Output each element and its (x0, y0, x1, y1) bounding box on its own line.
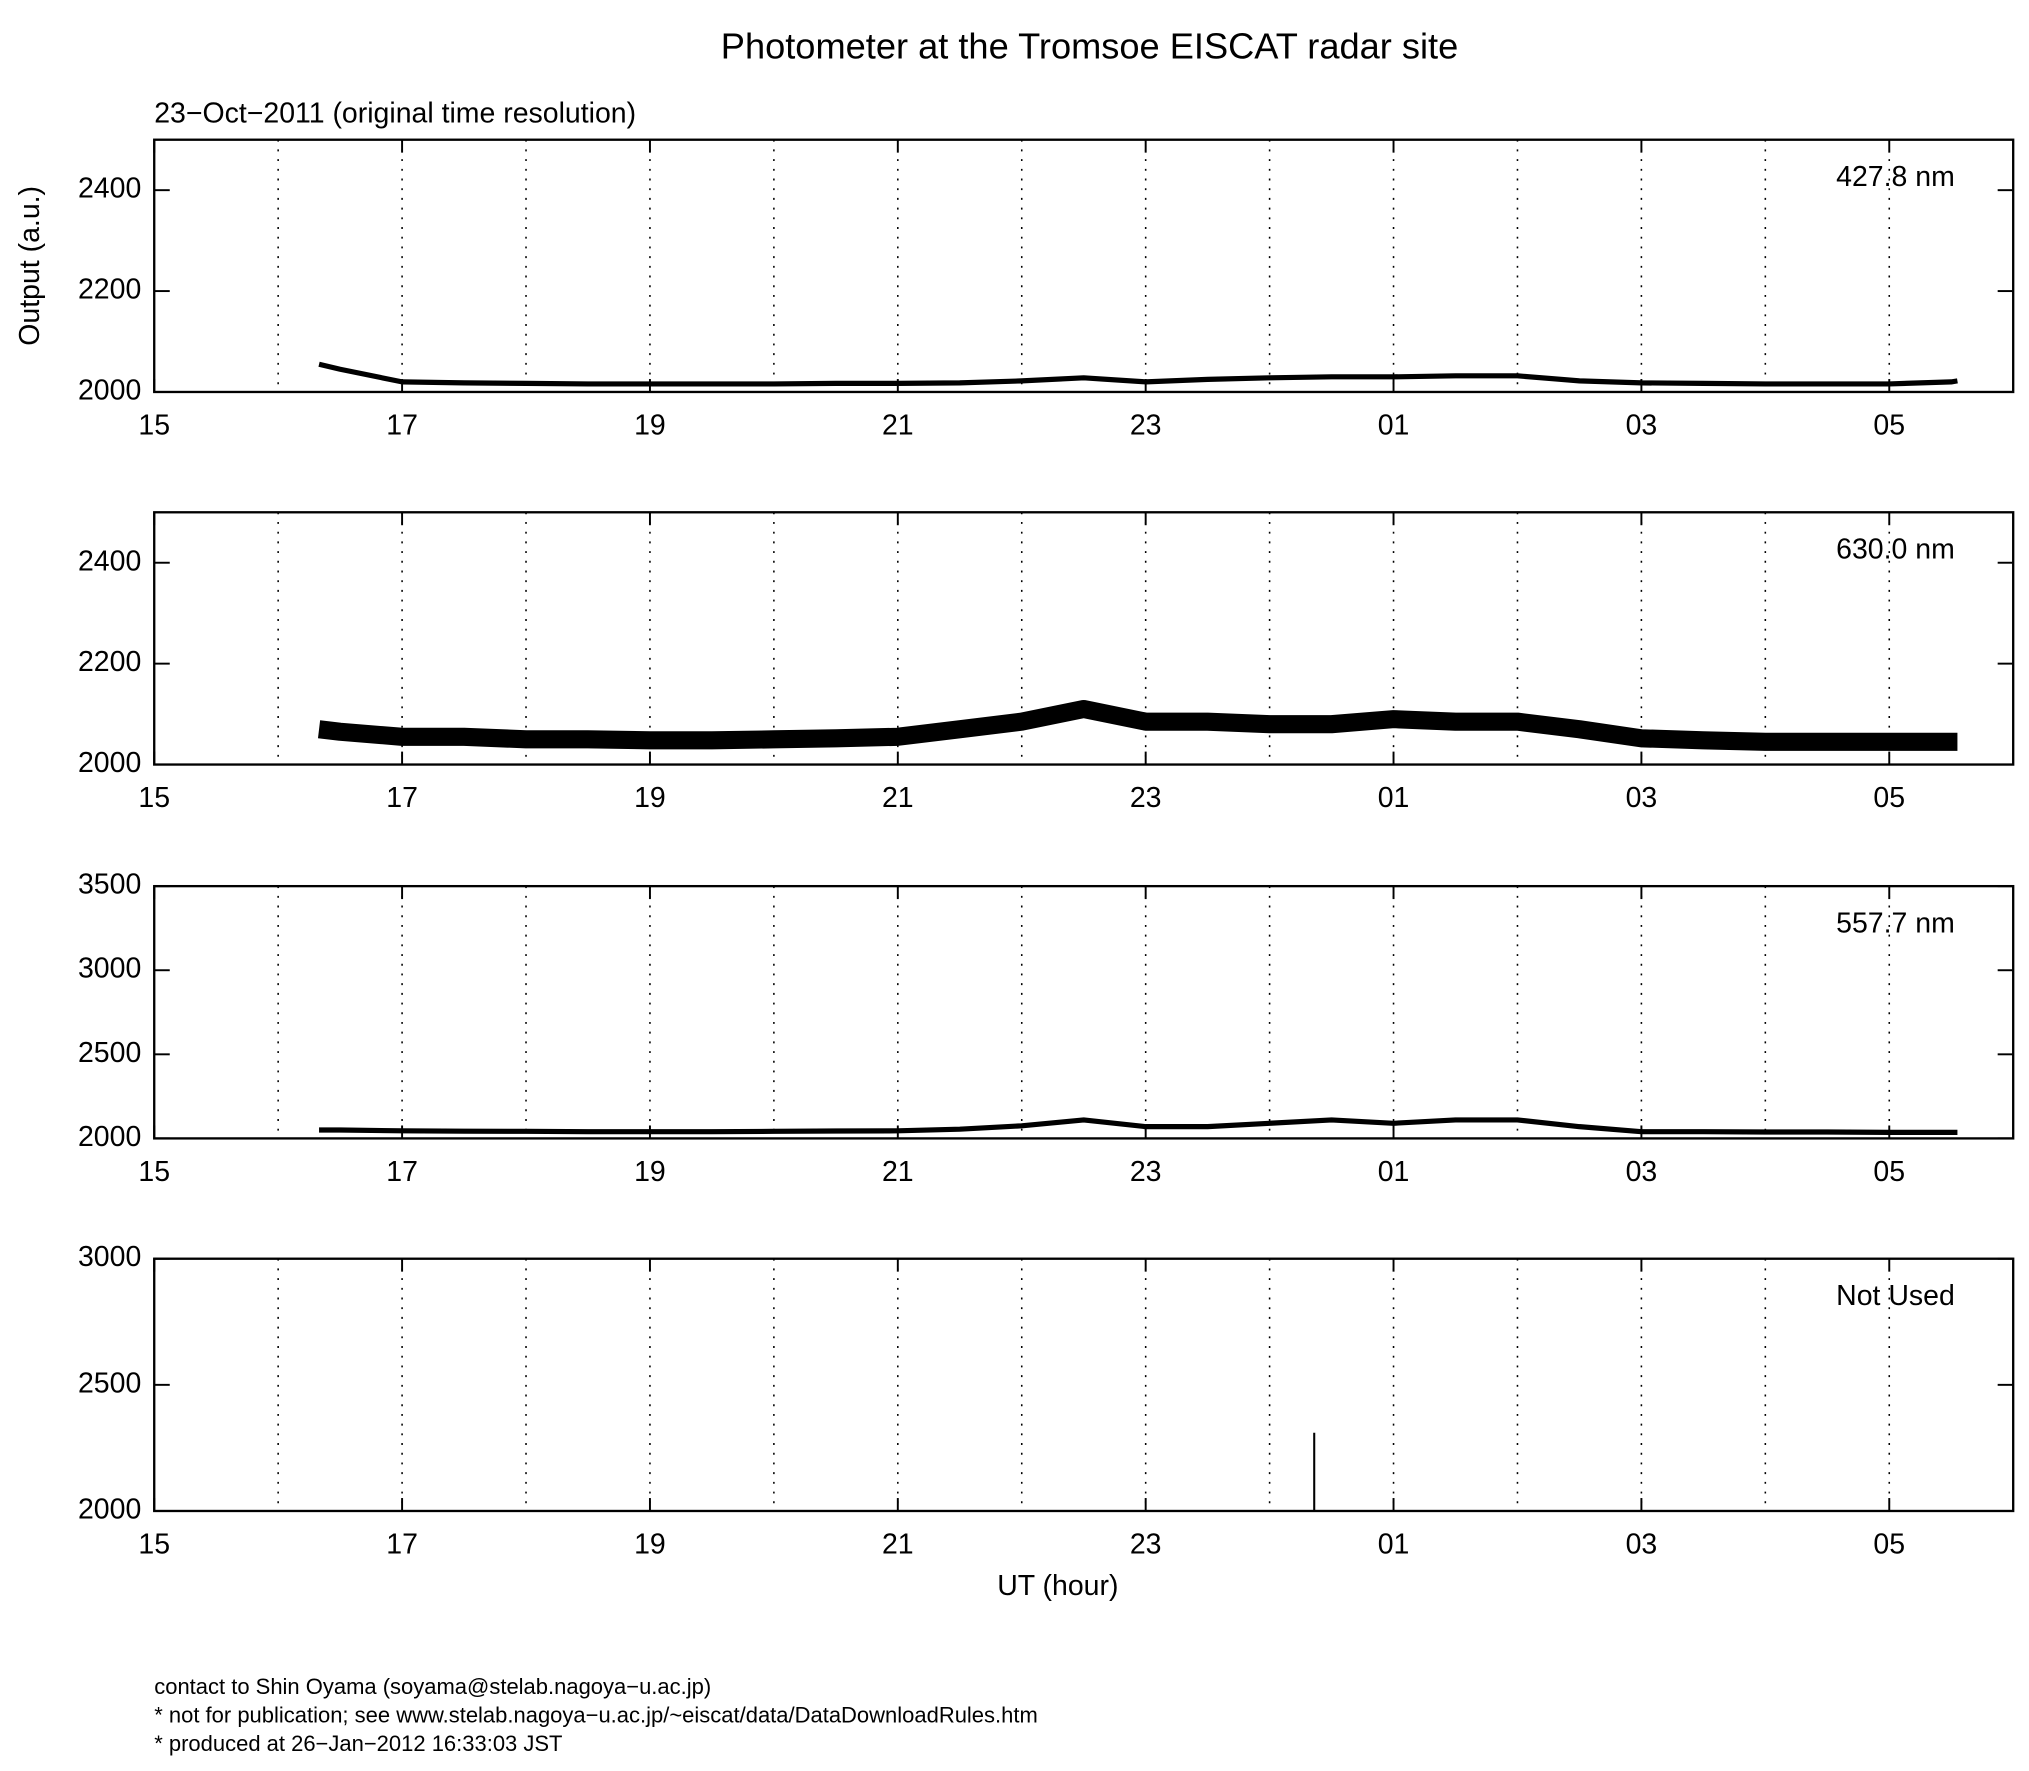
x-tick-label: 05 (1873, 782, 1905, 814)
data-line (318, 361, 1958, 387)
x-tick-label: 01 (1378, 1528, 1410, 1560)
y-axis-label: Output (a.u.) (14, 186, 46, 346)
x-tick-label: 17 (386, 1528, 418, 1560)
x-tick-label: 03 (1626, 409, 1658, 441)
x-tick-label: 01 (1378, 1156, 1410, 1188)
x-tick-label: 23 (1130, 1156, 1162, 1188)
y-tick-label: 3000 (78, 1241, 141, 1273)
x-tick-label: 15 (138, 409, 170, 441)
x-tick-label: 01 (1378, 782, 1410, 814)
figure-title: Photometer at the Tromsoe EISCAT radar s… (721, 26, 1458, 67)
x-tick-label: 03 (1626, 1528, 1658, 1560)
x-tick-label: 15 (138, 1528, 170, 1560)
x-tick-label: 21 (882, 1528, 914, 1560)
x-tick-label: 23 (1130, 782, 1162, 814)
x-tick-label: 03 (1626, 782, 1658, 814)
footer-line: * produced at 26−Jan−2012 16:33:03 JST (154, 1731, 562, 1756)
y-tick-label: 2400 (78, 173, 141, 205)
y-tick-label: 2000 (78, 1493, 141, 1525)
x-tick-label: 05 (1873, 1528, 1905, 1560)
x-tick-label: 23 (1130, 1528, 1162, 1560)
y-tick-label: 2500 (78, 1367, 141, 1399)
data-line (317, 699, 1961, 751)
footer-line: contact to Shin Oyama (soyama@stelab.nag… (154, 1674, 711, 1699)
plot-frame (153, 511, 2015, 766)
x-tick-label: 19 (634, 1156, 666, 1188)
y-tick-label: 2200 (78, 274, 141, 306)
y-tick-label: 2000 (78, 374, 141, 406)
x-tick-label: 19 (634, 1528, 666, 1560)
y-tick-label: 3500 (78, 869, 141, 901)
x-tick-label: 17 (386, 409, 418, 441)
x-tick-label: 05 (1873, 1156, 1905, 1188)
y-tick-label: 2000 (78, 1121, 141, 1153)
x-tick-label: 15 (138, 782, 170, 814)
footer-line: * not for publication; see www.stelab.na… (154, 1702, 1038, 1727)
x-tick-label: 15 (138, 1156, 170, 1188)
x-tick-label: 21 (882, 1156, 914, 1188)
panel-label: 427.8 nm (1836, 161, 1955, 193)
x-tick-label: 19 (634, 409, 666, 441)
plot-frame (153, 138, 2015, 394)
y-tick-label: 2500 (78, 1037, 141, 1069)
plot-frame (153, 884, 2015, 1140)
y-tick-label: 2200 (78, 646, 141, 678)
y-tick-label: 2000 (78, 747, 141, 779)
x-tick-label: 19 (634, 782, 666, 814)
data-line (319, 1117, 1958, 1135)
x-tick-label: 21 (882, 782, 914, 814)
panel-label: Not Used (1836, 1280, 1955, 1312)
x-tick-label: 17 (386, 1156, 418, 1188)
y-tick-label: 2400 (78, 545, 141, 577)
plot-frame (153, 1257, 2015, 1513)
x-tick-label: 05 (1873, 409, 1905, 441)
x-axis-label: UT (hour) (997, 1570, 1118, 1602)
x-tick-label: 23 (1130, 409, 1162, 441)
x-tick-label: 01 (1378, 409, 1410, 441)
x-tick-label: 03 (1626, 1156, 1658, 1188)
subtitle: 23−Oct−2011 (original time resolution) (154, 98, 636, 130)
x-tick-label: 17 (386, 782, 418, 814)
y-tick-label: 3000 (78, 953, 141, 985)
panel-label: 557.7 nm (1836, 907, 1955, 939)
x-tick-label: 21 (882, 409, 914, 441)
panel-label: 630.0 nm (1836, 534, 1955, 566)
